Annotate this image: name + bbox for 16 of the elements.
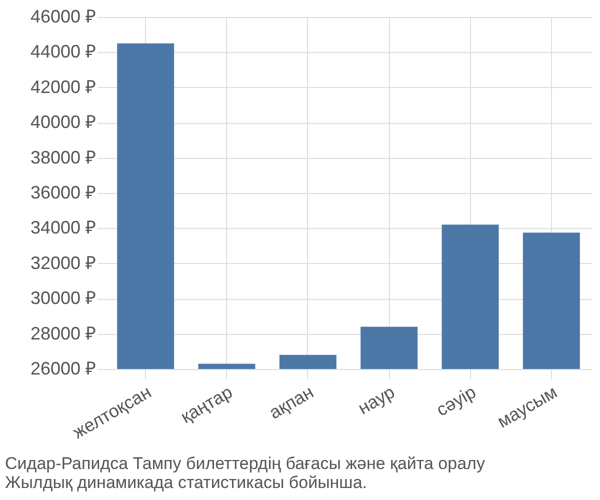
- y-tick-label: 38000 ₽: [30, 147, 96, 168]
- x-tick-label: ақпан: [266, 382, 317, 423]
- y-tick-label: 32000 ₽: [30, 252, 96, 273]
- x-tick-label: сәуір: [432, 382, 480, 420]
- y-tick-label: 34000 ₽: [30, 218, 96, 238]
- x-tick-label: наур: [354, 382, 398, 418]
- y-tick-label: 42000 ₽: [30, 76, 96, 97]
- text: Жылдық динамикада статистикасы бойынша.: [5, 473, 367, 492]
- y-tick-label: 30000 ₽: [30, 288, 96, 308]
- y-tick-label: 44000 ₽: [30, 42, 96, 62]
- y-tick-label: 36000 ₽: [30, 182, 96, 202]
- y-tick-label: 28000 ₽: [30, 323, 96, 344]
- text: Сидар-Рапидса Тампу билеттердің бағасы және қайта оралу: [5, 454, 486, 474]
- y-tick-label: 46000 ₽: [30, 6, 96, 26]
- y-tick-label: 26000 ₽: [30, 358, 96, 378]
- y-tick-label: 40000 ₽: [30, 112, 96, 132]
